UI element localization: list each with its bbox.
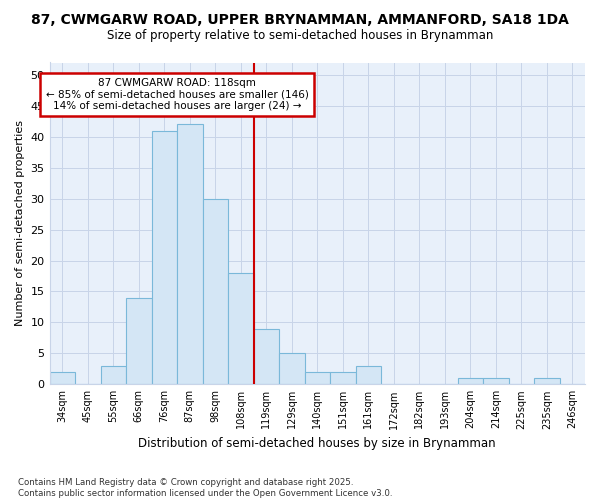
Bar (126, 298, 152, 384)
Y-axis label: Number of semi-detached properties: Number of semi-detached properties (15, 120, 25, 326)
Bar (254, 328, 279, 384)
Text: 87, CWMGARW ROAD, UPPER BRYNAMMAN, AMMANFORD, SA18 1DA: 87, CWMGARW ROAD, UPPER BRYNAMMAN, AMMAN… (31, 12, 569, 26)
Bar (279, 354, 305, 384)
Bar (228, 273, 254, 384)
Bar (50, 372, 75, 384)
Bar (356, 366, 381, 384)
Bar (534, 378, 560, 384)
Bar (458, 378, 483, 384)
Text: Size of property relative to semi-detached houses in Brynamman: Size of property relative to semi-detach… (107, 29, 493, 42)
Bar (483, 378, 509, 384)
Text: 87 CWMGARW ROAD: 118sqm
← 85% of semi-detached houses are smaller (146)
14% of s: 87 CWMGARW ROAD: 118sqm ← 85% of semi-de… (46, 78, 308, 111)
Bar (330, 372, 356, 384)
Bar (305, 372, 330, 384)
X-axis label: Distribution of semi-detached houses by size in Brynamman: Distribution of semi-detached houses by … (139, 437, 496, 450)
Bar (203, 198, 228, 384)
Bar (152, 130, 177, 384)
Bar (177, 124, 203, 384)
Text: Contains HM Land Registry data © Crown copyright and database right 2025.
Contai: Contains HM Land Registry data © Crown c… (18, 478, 392, 498)
Bar (101, 366, 126, 384)
